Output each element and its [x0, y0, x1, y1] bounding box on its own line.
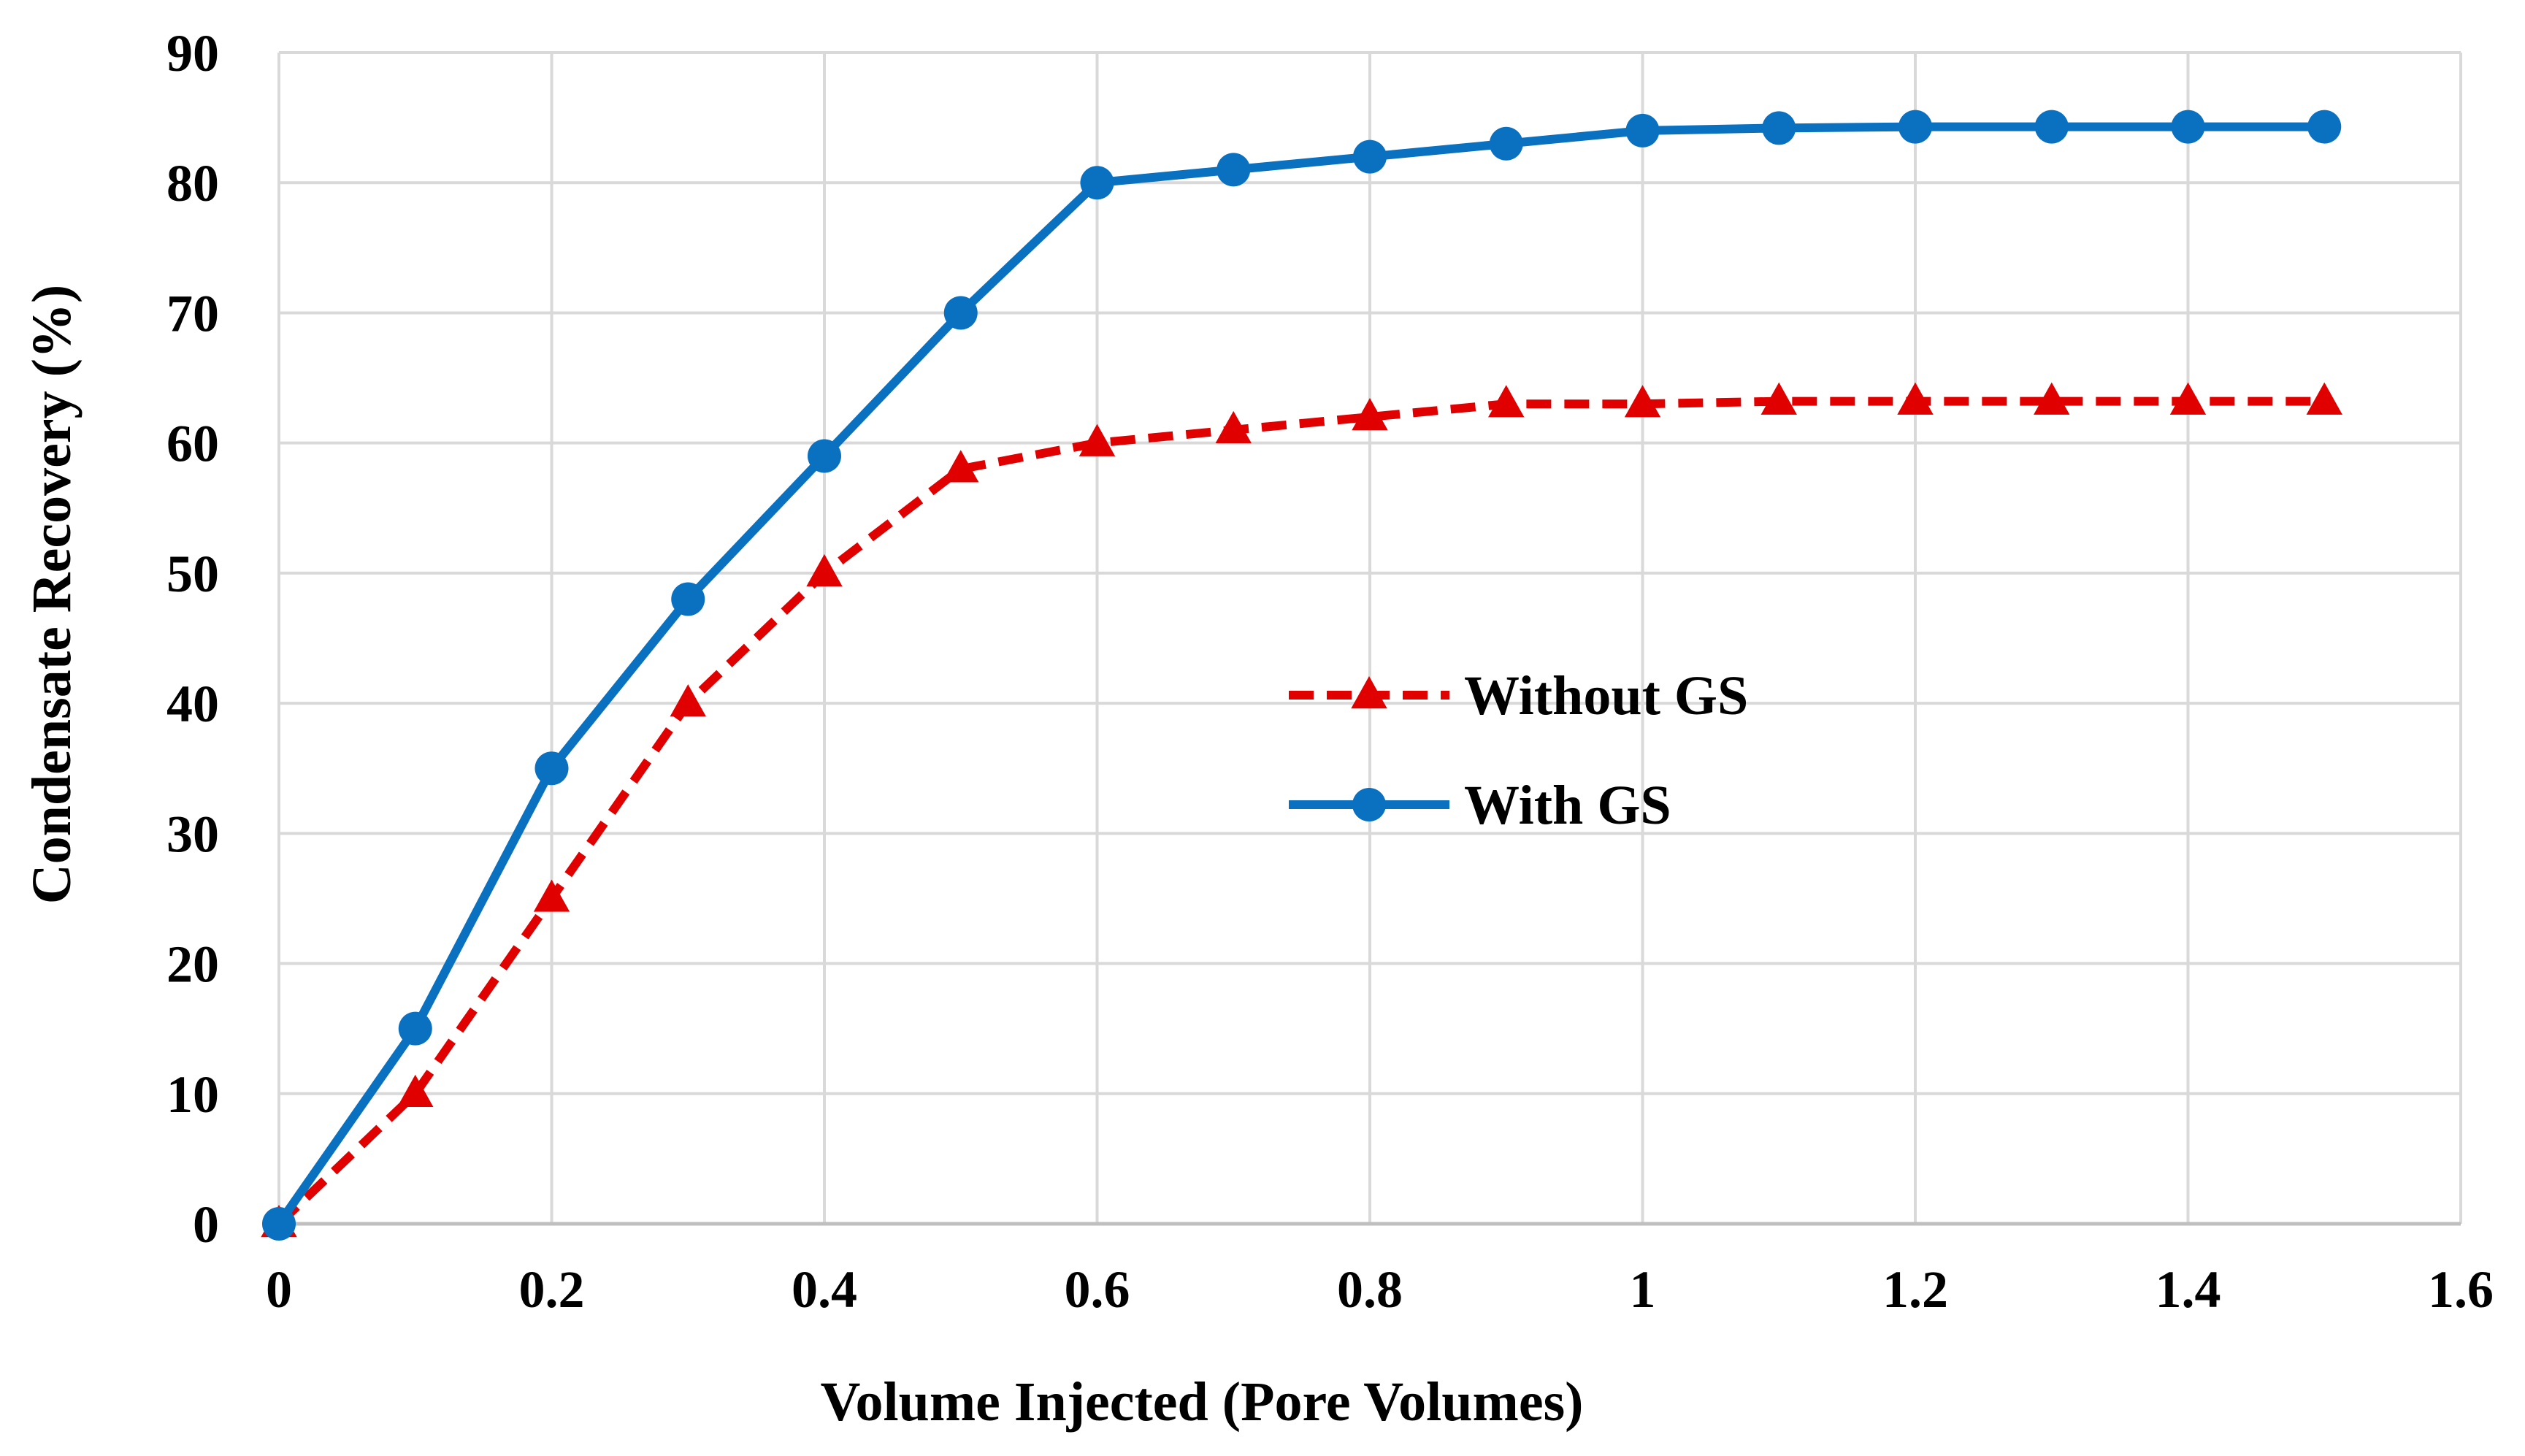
data-point — [533, 879, 570, 912]
data-point — [943, 450, 979, 483]
grid-lines — [277, 51, 2462, 1225]
y-tick-label: 20 — [166, 935, 219, 994]
data-point — [1897, 382, 1934, 415]
legend: Without GS With GS — [1289, 665, 1748, 836]
legend-marker-shape — [1352, 788, 1386, 821]
y-tick-label: 30 — [166, 805, 219, 863]
data-point — [1760, 382, 1797, 415]
series-layer — [261, 110, 2342, 1241]
x-tick-label: 1.6 — [2428, 1260, 2494, 1319]
data-point — [1080, 166, 1114, 200]
data-point — [398, 1011, 432, 1046]
x-tick-label: 1.4 — [2156, 1260, 2221, 1319]
data-point — [1353, 139, 1387, 174]
legend-marker-without-gs — [1351, 676, 1387, 709]
data-point — [1216, 153, 1251, 187]
legend-marker-shape — [1351, 676, 1387, 709]
data-point — [1215, 410, 1252, 444]
x-tick-label: 1.2 — [1882, 1260, 1948, 1319]
data-point — [2034, 382, 2070, 415]
y-tick-label: 50 — [166, 545, 219, 603]
y-axis-ticks: 0 10 20 30 40 50 60 70 80 90 — [166, 24, 219, 1254]
y-tick-label: 40 — [166, 675, 219, 733]
data-point — [1489, 126, 1523, 161]
data-point — [2171, 110, 2205, 144]
series-with-gs — [262, 110, 2342, 1241]
legend-label-without-gs: Without GS — [1464, 665, 1748, 727]
data-point — [2307, 110, 2342, 144]
data-point — [808, 439, 841, 473]
x-tick-label: 0.8 — [1337, 1260, 1403, 1319]
data-point — [1352, 398, 1388, 431]
x-tick-label: 0 — [266, 1260, 292, 1319]
data-point — [671, 582, 705, 616]
data-point — [1624, 385, 1661, 418]
data-point — [2306, 382, 2342, 415]
x-tick-label: 0.2 — [519, 1260, 585, 1319]
x-tick-label: 0.6 — [1065, 1260, 1130, 1319]
data-point — [397, 1074, 434, 1107]
y-tick-label: 60 — [166, 415, 219, 473]
y-tick-label: 80 — [166, 154, 219, 212]
y-axis-title: Condensate Recovery (%) — [21, 285, 83, 904]
y-tick-label: 0 — [193, 1195, 219, 1254]
x-axis-title: Volume Injected (Pore Volumes) — [821, 1371, 1584, 1433]
series-line — [275, 122, 2325, 1227]
data-point — [1078, 424, 1116, 456]
data-point — [1762, 111, 1796, 145]
data-point — [2034, 110, 2069, 144]
data-point — [1625, 113, 1660, 147]
data-point — [806, 553, 843, 587]
legend-marker-with-gs — [1352, 788, 1386, 821]
x-tick-label: 0.4 — [792, 1260, 857, 1319]
legend-item-with-gs: With GS — [1289, 775, 1671, 836]
data-point — [534, 751, 569, 786]
series-line — [275, 396, 2325, 1227]
series-without-gs — [261, 382, 2342, 1238]
x-axis-ticks: 0 0.2 0.4 0.6 0.8 1 1.2 1.4 1.6 — [266, 1260, 2494, 1319]
x-tick-label: 1 — [1630, 1260, 1656, 1319]
y-tick-label: 90 — [166, 24, 219, 83]
data-point — [1898, 110, 1932, 144]
y-tick-label: 10 — [166, 1065, 219, 1124]
legend-item-without-gs: Without GS — [1289, 665, 1748, 727]
legend-label-with-gs: With GS — [1464, 775, 1671, 836]
data-point — [670, 684, 706, 717]
data-point — [1488, 385, 1525, 418]
data-point — [2169, 382, 2207, 415]
data-point — [943, 296, 978, 330]
data-point — [262, 1207, 296, 1241]
y-tick-label: 70 — [166, 284, 219, 342]
